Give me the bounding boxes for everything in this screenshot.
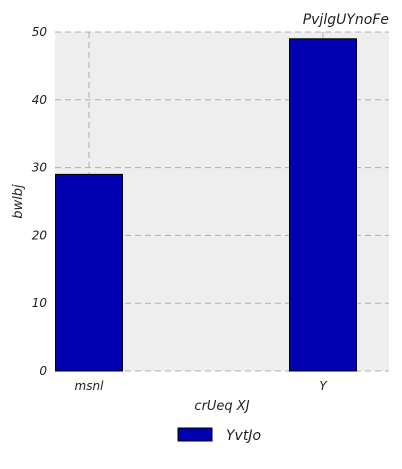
x-tick-label: Y	[319, 379, 328, 393]
y-axis-label: bwlbj	[11, 184, 26, 219]
y-tick-label: 10	[32, 296, 48, 310]
tick-layer: 0 10 20 30 40 50 msnl Y	[32, 25, 329, 393]
y-tick-label: 0	[39, 364, 47, 378]
bar-msnl	[55, 173, 123, 372]
y-tick-label: 40	[32, 93, 48, 107]
x-tick-label: msnl	[75, 379, 105, 393]
bar-Y	[289, 38, 357, 372]
legend-swatch	[177, 427, 213, 442]
y-tick-label: 50	[32, 25, 48, 39]
x-axis-label: crUeq XJ	[194, 399, 249, 414]
legend: YvtJo	[177, 427, 261, 444]
legend-label: YvtJo	[226, 428, 261, 444]
bar-layer	[55, 38, 357, 372]
y-tick-label: 30	[32, 161, 48, 175]
chart-title: PvjlgUYnoFe	[303, 12, 389, 28]
y-tick-label: 20	[32, 228, 48, 242]
